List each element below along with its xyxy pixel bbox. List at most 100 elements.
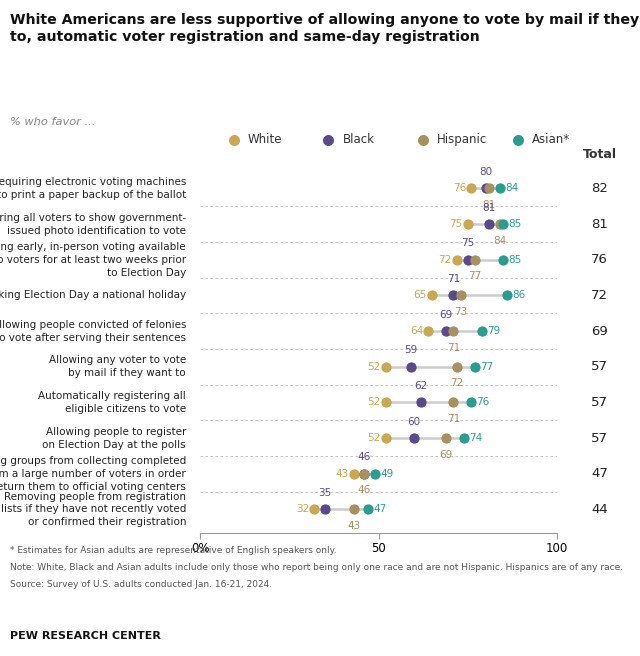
Text: 44: 44 xyxy=(591,503,608,516)
Text: 52: 52 xyxy=(367,362,380,372)
Text: 72: 72 xyxy=(438,255,452,265)
Text: 77: 77 xyxy=(468,271,481,281)
Text: 32: 32 xyxy=(296,504,309,514)
Text: Allowing people convicted of felonies
to vote after serving their sentences: Allowing people convicted of felonies to… xyxy=(0,319,186,342)
Point xyxy=(463,255,473,265)
Point xyxy=(484,183,494,194)
Point xyxy=(459,433,469,443)
Text: 43: 43 xyxy=(335,469,348,479)
Text: 73: 73 xyxy=(454,307,467,317)
Text: Banning groups from collecting completed
ballots from a large number of voters i: Banning groups from collecting completed… xyxy=(0,456,186,491)
Text: Total: Total xyxy=(582,148,617,161)
Point xyxy=(498,255,508,265)
Point xyxy=(427,290,437,300)
Text: Black: Black xyxy=(342,133,374,146)
Point xyxy=(466,398,476,408)
Point xyxy=(309,504,319,515)
Point xyxy=(466,183,476,194)
Text: 49: 49 xyxy=(380,469,394,479)
Text: 57: 57 xyxy=(591,396,608,409)
Text: Note: White, Black and Asian adults include only those who report being only one: Note: White, Black and Asian adults incl… xyxy=(10,563,623,572)
Point xyxy=(423,326,433,337)
Text: 71: 71 xyxy=(447,274,460,284)
Point xyxy=(381,398,391,408)
Point xyxy=(463,219,473,230)
Point xyxy=(359,468,369,479)
Point xyxy=(381,433,391,443)
Text: Automatically registering all
eligible citizens to vote: Automatically registering all eligible c… xyxy=(38,391,186,414)
Text: 69: 69 xyxy=(591,325,608,338)
Point xyxy=(513,135,523,146)
Text: Asian*: Asian* xyxy=(532,133,570,146)
Text: 47: 47 xyxy=(591,467,608,480)
Text: Requiring electronic voting machines
to print a paper backup of the ballot: Requiring electronic voting machines to … xyxy=(0,177,186,200)
Text: PEW RESEARCH CENTER: PEW RESEARCH CENTER xyxy=(10,631,161,641)
Point xyxy=(477,326,487,337)
Text: 80: 80 xyxy=(479,167,492,177)
Text: 69: 69 xyxy=(440,310,453,319)
Text: 76: 76 xyxy=(477,398,490,407)
Point xyxy=(323,135,333,146)
Text: 82: 82 xyxy=(591,182,608,195)
Text: 71: 71 xyxy=(447,342,460,352)
Text: 35: 35 xyxy=(319,488,332,498)
Point xyxy=(502,290,512,300)
Text: 72: 72 xyxy=(591,289,608,302)
Point xyxy=(349,504,359,515)
Point xyxy=(416,398,426,408)
Text: Allowing any voter to vote
by mail if they want to: Allowing any voter to vote by mail if th… xyxy=(49,356,186,379)
Point xyxy=(456,290,466,300)
Text: 85: 85 xyxy=(509,219,522,229)
Text: White Americans are less supportive of allowing anyone to vote by mail if they w: White Americans are less supportive of a… xyxy=(10,13,640,44)
Text: Requiring all voters to show government-
issued photo identification to vote: Requiring all voters to show government-… xyxy=(0,213,186,236)
Text: Source: Survey of U.S. adults conducted Jan. 16-21, 2024.: Source: Survey of U.S. adults conducted … xyxy=(10,580,272,589)
Text: 79: 79 xyxy=(487,326,500,336)
Point xyxy=(228,135,239,146)
Text: 43: 43 xyxy=(347,521,360,531)
Text: Making Election Day a national holiday: Making Election Day a national holiday xyxy=(0,291,186,300)
Point xyxy=(406,361,416,372)
Point xyxy=(418,135,428,146)
Point xyxy=(495,183,505,194)
Point xyxy=(448,398,458,408)
Text: 75: 75 xyxy=(461,238,474,249)
Text: 74: 74 xyxy=(470,433,483,443)
Text: 52: 52 xyxy=(367,398,380,407)
Point xyxy=(370,468,380,479)
Point xyxy=(448,326,458,337)
Point xyxy=(495,219,505,230)
Text: 86: 86 xyxy=(512,291,525,300)
Text: % who favor ...: % who favor ... xyxy=(10,117,95,127)
Text: 84: 84 xyxy=(493,236,506,245)
Point xyxy=(409,433,419,443)
Text: 81: 81 xyxy=(591,218,608,231)
Point xyxy=(470,255,480,265)
Text: 81: 81 xyxy=(483,203,496,213)
Point xyxy=(452,361,462,372)
Text: 62: 62 xyxy=(415,381,428,391)
Text: 46: 46 xyxy=(358,485,371,495)
Point xyxy=(349,468,359,479)
Point xyxy=(484,219,494,230)
Text: * Estimates for Asian adults are representative of English speakers only.: * Estimates for Asian adults are represe… xyxy=(10,546,336,555)
Text: 76: 76 xyxy=(591,253,608,266)
Text: 72: 72 xyxy=(451,379,463,388)
Text: 65: 65 xyxy=(413,291,427,300)
Point xyxy=(381,361,391,372)
Text: 71: 71 xyxy=(447,414,460,424)
Text: 81: 81 xyxy=(483,200,496,210)
Text: 69: 69 xyxy=(440,449,453,460)
Text: 75: 75 xyxy=(449,219,462,229)
Text: 84: 84 xyxy=(505,184,518,194)
Point xyxy=(359,468,369,479)
Text: Allowing people to register
on Election Day at the polls: Allowing people to register on Election … xyxy=(42,427,186,449)
Point xyxy=(320,504,330,515)
Point xyxy=(441,433,451,443)
Text: 76: 76 xyxy=(452,184,466,194)
Text: 52: 52 xyxy=(367,433,380,443)
Point xyxy=(452,255,462,265)
Text: 47: 47 xyxy=(373,504,387,514)
Point xyxy=(481,183,491,194)
Text: 60: 60 xyxy=(408,417,420,427)
Text: 59: 59 xyxy=(404,346,417,356)
